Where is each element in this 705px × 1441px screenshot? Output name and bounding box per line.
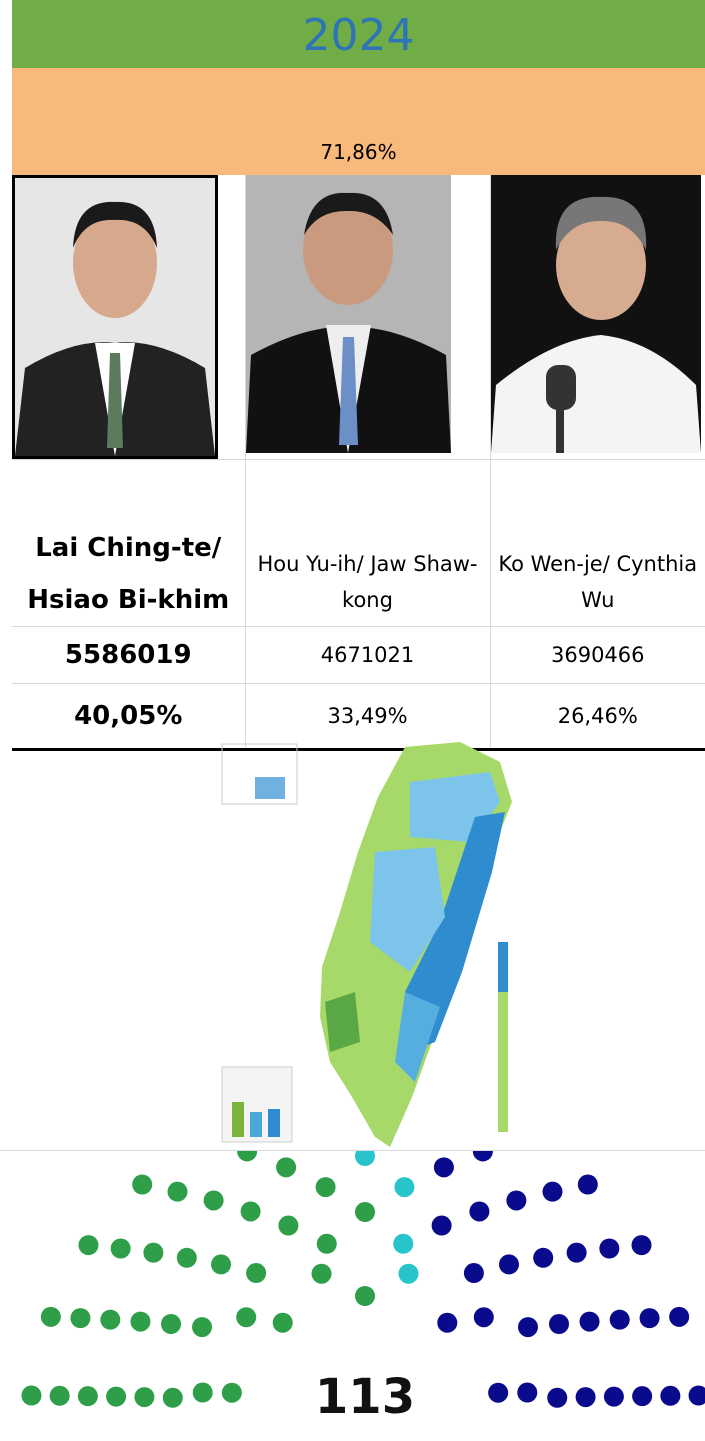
seat-dot <box>163 1388 183 1408</box>
seat-dot <box>576 1387 596 1407</box>
seat-dot <box>464 1263 484 1283</box>
seat-dot <box>542 1182 562 1202</box>
seat-dot <box>132 1175 152 1195</box>
seat-dot <box>669 1307 689 1327</box>
seat-dot <box>168 1182 188 1202</box>
seat-dot <box>21 1385 41 1405</box>
vote-share: 33,49% <box>245 684 490 750</box>
seat-dot <box>604 1387 624 1407</box>
seat-dot <box>192 1317 212 1337</box>
seat-total: 113 <box>315 1369 415 1425</box>
vote-share: 40,05% <box>12 684 245 750</box>
seat-dot <box>130 1312 150 1332</box>
seat-dot <box>660 1386 680 1406</box>
photo <box>490 175 705 460</box>
seat-dot <box>222 1383 242 1403</box>
seat-dot <box>78 1235 98 1255</box>
seat-dot <box>355 1150 375 1166</box>
seat-dot <box>236 1307 256 1327</box>
votes: 5586019 <box>12 627 245 684</box>
seat-dot <box>640 1308 660 1328</box>
seat-dot <box>161 1314 181 1334</box>
seat-dot <box>394 1177 414 1197</box>
seat-dot <box>474 1307 494 1327</box>
seat-dot <box>506 1190 526 1210</box>
photo <box>12 175 245 460</box>
seat-dot <box>547 1388 567 1408</box>
seat-dot <box>434 1157 454 1177</box>
page: 2024 71,86% Lai Ching-te/ Hsiao Bi-khim … <box>0 0 705 1440</box>
seat-dot <box>78 1386 98 1406</box>
seat-dot <box>469 1201 489 1221</box>
seat-diagram: 113 <box>0 1150 705 1441</box>
seat-dot <box>317 1234 337 1254</box>
seat-dot <box>437 1313 457 1333</box>
seat-dot <box>632 1386 652 1406</box>
seat-dot <box>578 1175 598 1195</box>
seat-dot <box>276 1157 296 1177</box>
seat-dot <box>689 1385 705 1405</box>
seat-dot <box>393 1234 413 1254</box>
votes: 3690466 <box>490 627 705 684</box>
seat-dot <box>278 1216 298 1236</box>
results-table: Lai Ching-te/ Hsiao Bi-khim Hou Yu-ih/ J… <box>12 175 705 751</box>
seat-dot <box>473 1150 493 1161</box>
seat-dot <box>41 1307 61 1327</box>
vote-share: 26,46% <box>490 684 705 750</box>
result-map <box>200 742 530 1147</box>
seat-dot <box>204 1190 224 1210</box>
photo <box>245 175 490 460</box>
candidate-name: Ko Wen-je/ Cynthia Wu <box>490 460 705 627</box>
seat-dot <box>580 1312 600 1332</box>
votes: 4671021 <box>245 627 490 684</box>
seat-dot <box>237 1150 257 1161</box>
candidate-name: Lai Ching-te/ Hsiao Bi-khim <box>12 460 245 627</box>
seat-dot <box>246 1263 266 1283</box>
seat-dot <box>100 1310 120 1330</box>
turnout: 71,86% <box>12 68 705 175</box>
seat-dot <box>610 1310 630 1330</box>
year-header: 2024 <box>12 0 705 68</box>
seat-dot <box>567 1243 587 1263</box>
seat-dot <box>517 1383 537 1403</box>
seat-dot <box>193 1383 213 1403</box>
seat-dot <box>50 1386 70 1406</box>
seat-dot <box>241 1201 261 1221</box>
seat-dot <box>632 1235 652 1255</box>
seat-dot <box>398 1264 418 1284</box>
seat-dot <box>549 1314 569 1334</box>
seat-dot <box>211 1254 231 1274</box>
seat-dot <box>312 1264 332 1284</box>
seat-dot <box>488 1383 508 1403</box>
seat-dot <box>177 1248 197 1268</box>
seat-dot <box>533 1248 553 1268</box>
candidate-name: Hou Yu-ih/ Jaw Shaw-kong <box>245 460 490 627</box>
seat-dot <box>111 1239 131 1259</box>
seat-dot <box>432 1216 452 1236</box>
seat-dot <box>106 1387 126 1407</box>
seat-dot <box>599 1239 619 1259</box>
seat-dot <box>355 1286 375 1306</box>
seat-dot <box>70 1308 90 1328</box>
seat-dot <box>355 1202 375 1222</box>
seat-dot <box>273 1313 293 1333</box>
seat-dot <box>518 1317 538 1337</box>
seat-dot <box>316 1177 336 1197</box>
seat-dot <box>134 1387 154 1407</box>
seat-dot <box>143 1243 163 1263</box>
seat-dot <box>499 1254 519 1274</box>
